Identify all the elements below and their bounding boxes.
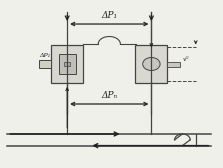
- Circle shape: [143, 57, 160, 71]
- Bar: [167, 61, 180, 67]
- FancyBboxPatch shape: [51, 45, 83, 83]
- Bar: [64, 62, 70, 66]
- Text: ΔP₁: ΔP₁: [39, 53, 51, 58]
- Bar: [39, 60, 51, 68]
- Text: vᴳ: vᴳ: [182, 56, 189, 61]
- Text: ΔP₁: ΔP₁: [101, 11, 117, 20]
- FancyBboxPatch shape: [135, 45, 167, 83]
- Bar: [59, 54, 76, 74]
- Text: ΔPₙ: ΔPₙ: [101, 91, 117, 100]
